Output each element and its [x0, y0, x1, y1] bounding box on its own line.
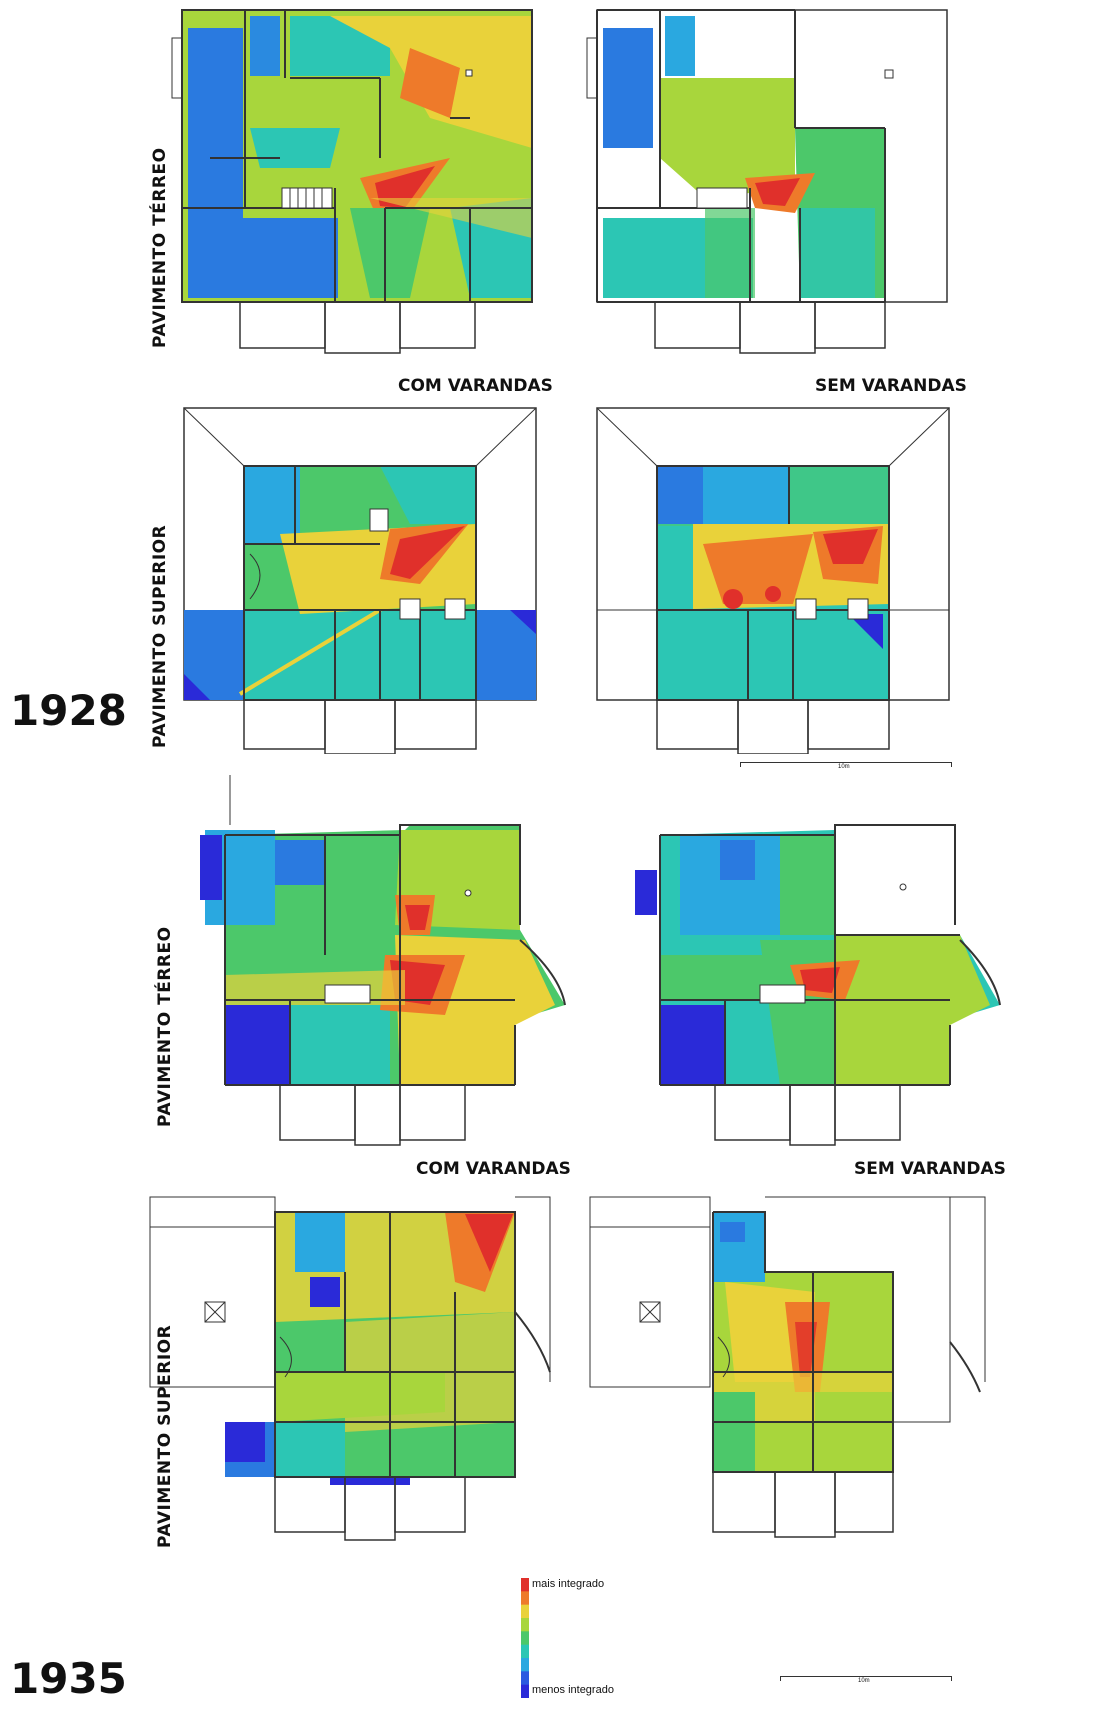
year-1935-label: 1935: [10, 1654, 127, 1703]
variant-label-1935-without: SEM VARANDAS: [854, 1159, 1006, 1179]
plan-1935-ground-without: [635, 824, 1001, 1146]
variant-label-1935-with: COM VARANDAS: [416, 1159, 571, 1179]
integration-legend: [521, 1578, 529, 1698]
legend-swatch: [521, 1591, 529, 1606]
legend-swatch: [521, 1578, 529, 1592]
plan-1928-ground-without: [586, 9, 948, 354]
plan-1935-upper-without: [589, 1196, 986, 1538]
legend-high-label: mais integrado: [532, 1578, 605, 1590]
plan-1928-upper-without: [596, 407, 950, 754]
legend-swatch: [521, 1604, 529, 1619]
variant-label-1928-without: SEM VARANDAS: [815, 376, 967, 396]
scale-bar-1928: [740, 762, 952, 767]
scale-bar-1928-label: 10m: [838, 764, 850, 770]
legend-swatch: [521, 1658, 529, 1672]
legend-low-label: menos integrado: [532, 1684, 614, 1696]
plan-1935-ground-with: [200, 775, 566, 1146]
floor-label-1928-ground: PAVIMENTO TÉRREO: [150, 147, 170, 348]
legend-swatch: [521, 1618, 529, 1632]
year-1928-label: 1928: [10, 686, 127, 735]
variant-label-1928-with: COM VARANDAS: [398, 376, 553, 396]
legend-swatch: [521, 1671, 529, 1686]
plan-1928-upper-with: [183, 407, 537, 754]
floor-label-1928-upper: PAVIMENTO SUPERIOR: [150, 524, 170, 748]
scale-bar-1935-label: 10m: [858, 1678, 870, 1684]
scale-bar-1935: [780, 1676, 952, 1681]
legend-swatch: [521, 1631, 529, 1646]
legend-swatch: [521, 1644, 529, 1659]
legend-swatch: [521, 1684, 529, 1698]
plan-1928-ground-with: [171, 9, 533, 354]
plan-1935-upper-with: [149, 1196, 551, 1541]
floor-label-1935-ground: PAVIMENTO TÉRREO: [155, 926, 175, 1127]
